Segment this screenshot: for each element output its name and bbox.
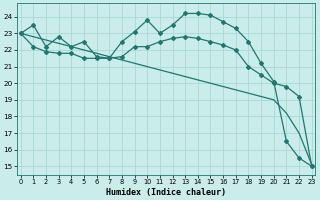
X-axis label: Humidex (Indice chaleur): Humidex (Indice chaleur) (106, 188, 226, 197)
